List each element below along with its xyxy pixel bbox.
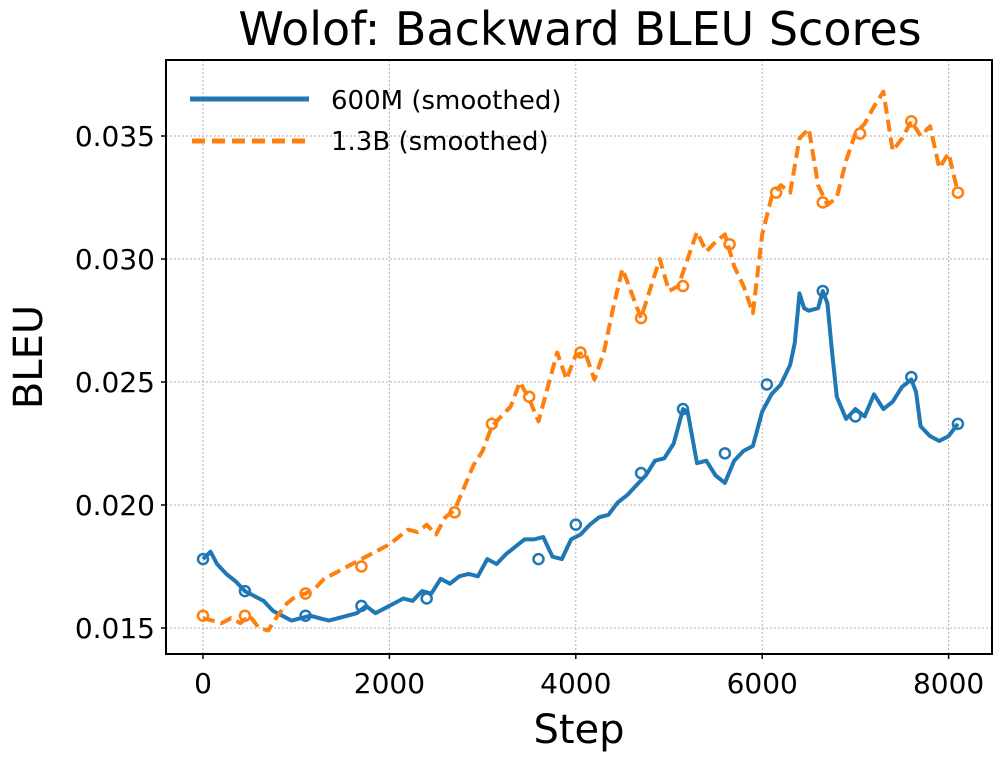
data-marker <box>760 378 774 391</box>
data-marker <box>853 127 867 140</box>
chart-title: Wolof: Backward BLEU Scores <box>238 2 921 56</box>
data-marker <box>196 552 210 566</box>
data-marker <box>299 587 312 600</box>
legend: 600M (smoothed) 1.3B (smoothed) <box>190 86 561 157</box>
y-tick-label: 0.035 <box>75 120 155 153</box>
data-marker <box>816 284 830 298</box>
data-series <box>196 89 965 633</box>
x-tick-label: 8000 <box>913 667 984 700</box>
data-marker <box>634 311 648 325</box>
y-tick-label: 0.020 <box>75 489 155 522</box>
data-marker <box>905 370 918 384</box>
x-axis-label: Step <box>533 707 624 753</box>
data-marker <box>355 599 368 613</box>
x-tick-label: 6000 <box>727 667 798 700</box>
data-marker <box>951 186 965 199</box>
data-marker <box>849 410 862 423</box>
data-marker <box>574 346 587 359</box>
y-tick-label: 0.030 <box>75 243 155 276</box>
y-axis-label: BLEU <box>6 305 52 409</box>
data-marker <box>522 390 536 404</box>
legend-label-600m: 600M (smoothed) <box>331 86 561 116</box>
plot-frame <box>165 59 993 655</box>
data-marker <box>769 186 783 199</box>
x-axis-ticks: 0 2000 4000 6000 8000 <box>194 654 984 700</box>
x-tick-label: 2000 <box>354 667 425 700</box>
y-axis-ticks: 0.015 0.020 0.025 0.030 0.035 <box>75 120 166 645</box>
x-tick-label: 0 <box>194 667 212 700</box>
data-marker <box>532 552 545 566</box>
data-marker <box>634 466 648 480</box>
x-tick-label: 4000 <box>540 667 611 700</box>
data-marker <box>951 417 965 431</box>
y-tick-label: 0.015 <box>75 612 155 645</box>
data-marker <box>299 609 312 622</box>
data-marker <box>448 506 461 519</box>
data-marker <box>569 518 583 531</box>
data-marker <box>238 584 252 598</box>
data-marker <box>816 196 830 209</box>
legend-label-1-3b: 1.3B (smoothed) <box>331 127 549 157</box>
data-marker <box>718 447 732 460</box>
data-marker <box>485 417 499 431</box>
y-tick-label: 0.025 <box>75 366 155 399</box>
data-marker <box>676 402 690 416</box>
series-line-600m <box>201 289 960 623</box>
data-marker <box>238 609 252 622</box>
data-marker <box>723 237 736 251</box>
series-line-1-3b <box>202 89 960 633</box>
data-marker <box>905 114 918 128</box>
data-marker <box>420 592 433 605</box>
data-marker <box>355 560 368 573</box>
data-marker <box>196 609 210 622</box>
data-marker <box>676 279 690 293</box>
